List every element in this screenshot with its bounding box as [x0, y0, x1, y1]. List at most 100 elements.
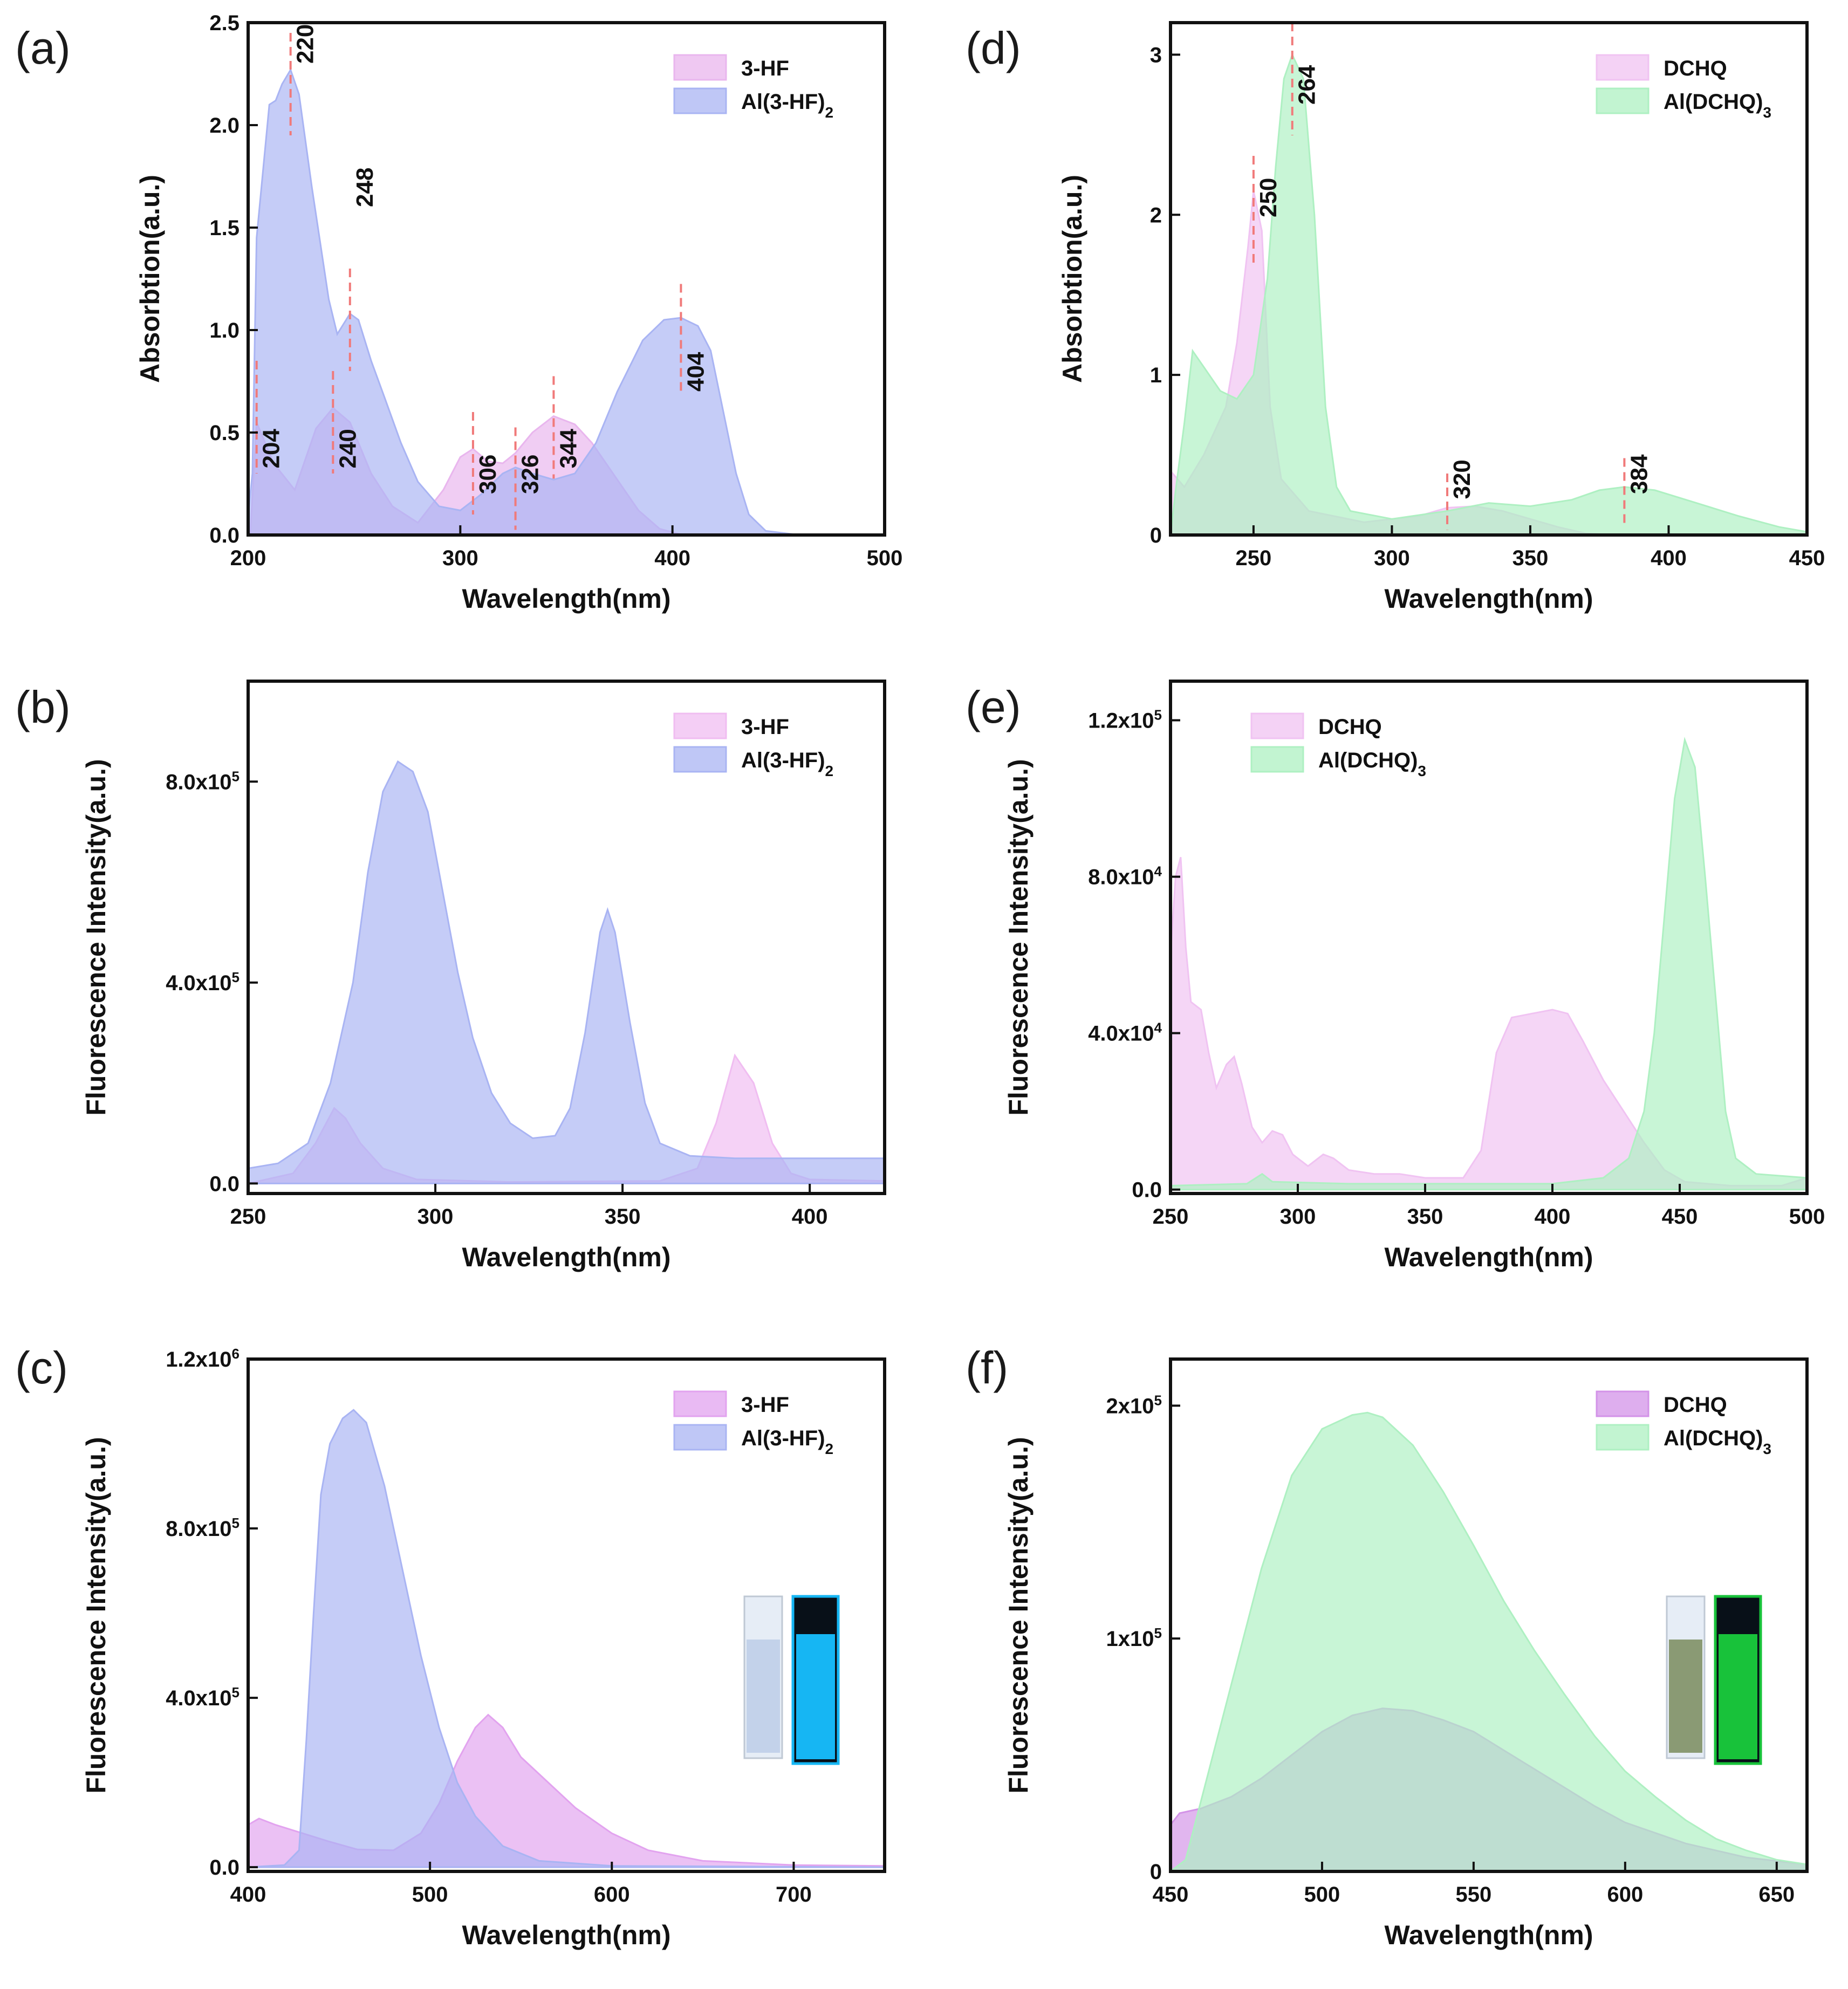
y-tick-label: 8.0x104	[1088, 863, 1162, 889]
legend-swatch	[1250, 712, 1304, 739]
x-tick-label: 700	[776, 1883, 812, 1906]
peak-label: 250	[1255, 178, 1282, 217]
x-axis-title: Wavelength(nm)	[462, 584, 670, 614]
series-group	[248, 67, 885, 535]
y-axis-title: Fluorescence Intensity(a.u.)	[81, 759, 111, 1115]
peak-label: 264	[1294, 65, 1320, 105]
series-group	[248, 760, 885, 1184]
y-axis-title: Fluorescence Intensity(a.u.)	[1003, 1437, 1033, 1793]
x-tick-label: 650	[1758, 1883, 1795, 1906]
x-axis-title: Wavelength(nm)	[462, 1920, 670, 1950]
y-tick-label: 4.0x105	[166, 969, 239, 995]
y-tick-label: 1.0	[209, 319, 239, 342]
legend-label: Al(DCHQ)3	[1664, 1426, 1771, 1457]
y-tick-label: 8.0x105	[166, 1515, 239, 1541]
y-tick-label: 2.0	[209, 114, 239, 138]
panel-label: (e)	[966, 682, 1021, 732]
y-tick-label: 2.5	[209, 11, 239, 35]
y-axis-title: Fluorescence Intensity(a.u.)	[81, 1437, 111, 1793]
x-tick-label: 600	[594, 1883, 630, 1906]
legend-swatch	[673, 54, 727, 81]
peak-label: 404	[682, 352, 709, 392]
y-tick-label: 0.0	[209, 1856, 239, 1880]
plot-frame	[247, 1357, 886, 1873]
legend-label: 3-HF	[741, 1393, 789, 1417]
y-tick-label: 0.0	[209, 524, 239, 547]
series-area-al-dchq-3	[1171, 737, 1807, 1191]
cuvette-uv-liquid	[796, 1634, 835, 1759]
legend-swatch	[673, 1424, 727, 1451]
legend-swatch	[1596, 87, 1649, 114]
legend-label: 3-HF	[741, 57, 789, 80]
peak-label: 320	[1449, 459, 1475, 499]
x-axis-title: Wavelength(nm)	[1384, 584, 1593, 614]
y-tick-label: 3	[1150, 43, 1162, 67]
plot-frame	[247, 21, 886, 537]
panel-label: (f)	[966, 1342, 1008, 1393]
x-axis-title: Wavelength(nm)	[1384, 1242, 1593, 1272]
x-tick-label: 250	[1153, 1205, 1189, 1229]
legend-label: DCHQ	[1664, 57, 1727, 80]
x-tick-label: 500	[412, 1883, 448, 1906]
legend-swatch	[673, 746, 727, 773]
x-tick-label: 250	[230, 1205, 266, 1229]
x-tick-label: 300	[1280, 1205, 1316, 1229]
y-tick-label: 0	[1150, 1860, 1162, 1884]
x-tick-label: 500	[1304, 1883, 1340, 1906]
legend-swatch	[673, 712, 727, 739]
legend-swatch	[1596, 1424, 1649, 1451]
plot-frame	[1169, 680, 1809, 1195]
series-group	[248, 1409, 885, 1868]
y-tick-label: 0	[1150, 524, 1162, 547]
x-tick-label: 300	[1374, 546, 1410, 570]
x-tick-label: 400	[654, 546, 690, 570]
y-tick-label: 4.0x104	[1088, 1020, 1162, 1046]
chart-panel-2: (b) 250 300 350 400 0.0 4.0x105 8.0x105 Waveleng…	[15, 680, 886, 1272]
peak-label: 384	[1626, 454, 1652, 494]
cuvette-photo	[1666, 1595, 1762, 1765]
legend-label: DCHQ	[1318, 715, 1382, 739]
peak-label: 344	[555, 429, 581, 469]
legend-swatch	[1250, 746, 1304, 773]
y-tick-label: 2x105	[1106, 1392, 1162, 1418]
legend-label: 3-HF	[741, 715, 789, 739]
x-tick-label: 200	[230, 546, 266, 570]
peak-label: 204	[258, 429, 285, 469]
x-tick-label: 500	[867, 546, 903, 570]
y-tick-label: 0.0	[1132, 1178, 1162, 1202]
y-axis-title: Fluorescence Intensity(a.u.)	[1003, 759, 1033, 1115]
y-tick-label: 1.5	[209, 216, 239, 240]
legend-swatch	[673, 1390, 727, 1417]
series-area-al-3-hf-2	[248, 67, 885, 535]
legend-label: DCHQ	[1664, 1393, 1727, 1417]
y-tick-label: 1.2x106	[166, 1346, 239, 1371]
x-tick-label: 400	[230, 1883, 266, 1906]
y-tick-label: 0.0	[209, 1172, 239, 1196]
plot-frame	[1169, 1357, 1809, 1873]
series-area-al-3-hf-2	[248, 760, 885, 1184]
y-tick-label: 1	[1150, 363, 1162, 387]
chart-panel-3: (c) 400 500 600 700 0.0 4.0x105 8.0x105 1.2x106 W…	[15, 1342, 886, 1950]
y-axis-title: Absorbtion(a.u.)	[135, 175, 165, 383]
peak-label: 240	[334, 429, 361, 468]
chart-panel-6: (f) 450 500 550 600 650 0 1x105 2x105 Wavelength(…	[966, 1342, 1809, 1950]
chart-panel-1: (a) 220 248 404 204 240 306 326 344 200 300 400 500 0…	[15, 11, 902, 614]
legend-label: Al(3-HF)2	[741, 1426, 833, 1457]
series-area-al-dchq-3	[1171, 52, 1807, 535]
y-tick-label: 0.5	[209, 421, 239, 445]
chart-panel-4: (d) 264 250 320 384 250 300 350 400 450 0 1 2 3 Wavele…	[966, 21, 1825, 614]
x-tick-label: 550	[1456, 1883, 1492, 1906]
y-tick-label: 4.0x105	[166, 1684, 239, 1710]
plot-frame	[247, 680, 886, 1195]
y-tick-label: 1x105	[1106, 1625, 1162, 1651]
x-axis-title: Wavelength(nm)	[462, 1242, 670, 1272]
legend-label: Al(3-HF)2	[741, 749, 833, 779]
x-tick-label: 400	[792, 1205, 828, 1229]
x-tick-label: 250	[1236, 546, 1272, 570]
series-group	[1171, 737, 1807, 1191]
x-tick-label: 350	[1512, 546, 1549, 570]
peak-label: 306	[475, 455, 501, 494]
x-tick-label: 300	[442, 546, 478, 570]
series-area-al-dchq-3	[1171, 1411, 1807, 1871]
y-tick-label: 2	[1150, 203, 1162, 227]
